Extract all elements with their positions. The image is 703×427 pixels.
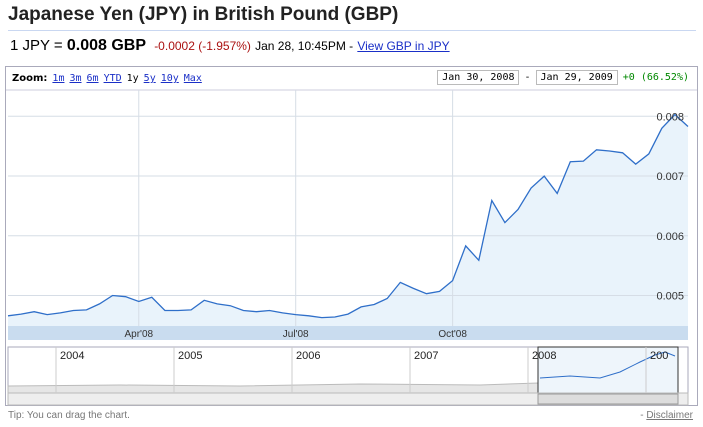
change: -0.0002 (-1.957%)	[154, 39, 251, 53]
year-label: 2007	[414, 350, 438, 362]
line	[7, 113, 689, 319]
zoom-option[interactable]: 3m	[69, 73, 82, 84]
area	[8, 114, 688, 326]
year-label: 2005	[178, 350, 202, 362]
range-from[interactable]: Jan 30, 2008	[437, 70, 520, 85]
y-tick-label: 0.005	[656, 291, 684, 303]
zoom-option[interactable]: 6m	[86, 73, 99, 84]
y-tick-label: 0.006	[656, 231, 684, 243]
tip: Tip: You can drag the chart.	[8, 410, 130, 421]
x-tick-label: Apr'08	[124, 329, 153, 340]
footer-links: - Disclaimer	[640, 410, 693, 421]
range-change: +0 (66.52%)	[622, 72, 689, 83]
time: Jan 28, 10:45PM -	[255, 39, 354, 53]
zoom-label: Zoom:	[12, 73, 48, 84]
navigator-line	[539, 351, 676, 379]
y-tick-label: 0.007	[656, 171, 684, 183]
x-tick-label: Jul'08	[283, 329, 309, 340]
range-sep: -	[524, 72, 531, 83]
scrollbar[interactable]	[7, 392, 689, 406]
scroll-thumb[interactable]	[537, 393, 679, 405]
zoom-option[interactable]: 5y	[143, 73, 156, 84]
range-to[interactable]: Jan 29, 2009	[535, 70, 618, 85]
x-axis-band	[8, 326, 688, 340]
zoom-option[interactable]: 1y	[126, 73, 139, 84]
year-label: 200	[650, 350, 668, 362]
zoom-option[interactable]: Max	[183, 73, 202, 84]
year-label: 2008	[532, 350, 556, 362]
x-tick-label: Oct'08	[438, 329, 467, 340]
y-tick-label: 0.008	[656, 111, 684, 123]
price: 0.008 GBP	[66, 37, 147, 54]
disclaimer[interactable]: Disclaimer	[646, 410, 693, 421]
zoom-option[interactable]: 10y	[160, 73, 179, 84]
zoom-bar: Zoom: 1m 3m 6m YTD 1y 5y 10y Max	[12, 73, 202, 84]
quote-prefix: 1 JPY =	[10, 37, 63, 54]
link[interactable]: View GBP in JPY	[357, 39, 450, 53]
dash: -	[640, 410, 644, 421]
zoom-option[interactable]: 1m	[52, 73, 65, 84]
quote: 1 JPY = 0.008 GBP -0.0002 (-1.957%) Jan …	[10, 37, 450, 55]
year-label: 2006	[296, 350, 320, 362]
page-title: Japanese Yen (JPY) in British Pound (GBP…	[8, 4, 696, 31]
zoom-option[interactable]: YTD	[103, 73, 122, 84]
range: Jan 30, 2008 - Jan 29, 2009 +0 (66.52%)	[437, 70, 689, 85]
year-label: 2004	[60, 350, 84, 362]
